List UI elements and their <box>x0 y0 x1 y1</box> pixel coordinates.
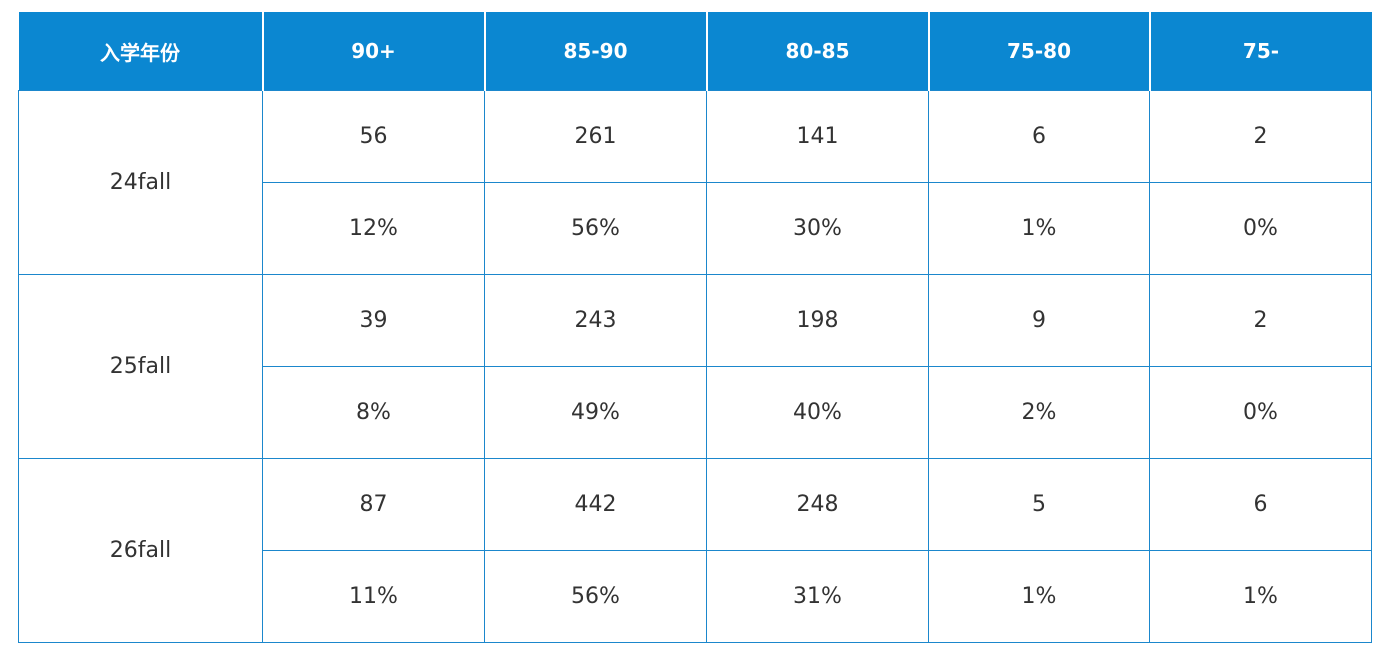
count-cell: 2 <box>1149 90 1372 183</box>
header-cell: 90+ <box>261 12 485 91</box>
count-cell: 243 <box>484 274 707 367</box>
percent-cell: 56% <box>484 182 707 275</box>
percent-cell: 2% <box>928 366 1150 459</box>
percent-cell: 1% <box>928 550 1150 643</box>
percent-cell: 49% <box>484 366 707 459</box>
percent-cell: 1% <box>928 182 1150 275</box>
percent-cell: 40% <box>706 366 929 459</box>
count-row: 26fall 87 442 248 5 6 <box>18 458 1372 643</box>
percent-cell: 0% <box>1149 366 1372 459</box>
count-cell: 141 <box>706 90 929 183</box>
header-cell: 75-80 <box>927 12 1150 91</box>
count-cell: 248 <box>706 458 929 551</box>
year-cell: 26fall <box>18 458 263 643</box>
header-row: 入学年份 90+ 85-90 80-85 75-80 75- <box>18 12 1372 91</box>
percent-cell: 11% <box>262 550 485 643</box>
count-row: 24fall 56 261 141 6 2 <box>18 90 1372 275</box>
percent-cell: 31% <box>706 550 929 643</box>
count-cell: 2 <box>1149 274 1372 367</box>
percent-cell: 12% <box>262 182 485 275</box>
percent-cell: 30% <box>706 182 929 275</box>
count-cell: 9 <box>928 274 1150 367</box>
count-cell: 56 <box>262 90 485 183</box>
count-cell: 261 <box>484 90 707 183</box>
header-cell: 80-85 <box>705 12 929 91</box>
table-header: 入学年份 90+ 85-90 80-85 75-80 75- <box>18 12 1372 91</box>
percent-cell: 1% <box>1149 550 1372 643</box>
header-cell: 85-90 <box>483 12 707 91</box>
percent-cell: 56% <box>484 550 707 643</box>
count-cell: 87 <box>262 458 485 551</box>
count-cell: 198 <box>706 274 929 367</box>
percent-cell: 0% <box>1149 182 1372 275</box>
count-row: 25fall 39 243 198 9 2 <box>18 274 1372 459</box>
percent-row: 11% 56% 31% 1% 1% <box>19 550 1372 643</box>
data-table: 入学年份 90+ 85-90 80-85 75-80 75- 24fall 56 261 141… <box>18 12 1372 643</box>
percent-row: 8% 49% 40% 2% 0% <box>19 366 1372 459</box>
table-body: 24fall 56 261 141 6 2 12% 56% 30% 1% 0% 25fall 39 243… <box>18 90 1372 643</box>
year-cell: 25fall <box>18 274 263 459</box>
count-cell: 442 <box>484 458 707 551</box>
header-cell: 75- <box>1148 12 1372 91</box>
count-cell: 6 <box>928 90 1150 183</box>
count-cell: 5 <box>928 458 1150 551</box>
count-cell: 39 <box>262 274 485 367</box>
count-cell: 6 <box>1149 458 1372 551</box>
year-cell: 24fall <box>18 90 263 275</box>
percent-cell: 8% <box>262 366 485 459</box>
header-cell: 入学年份 <box>18 12 263 91</box>
